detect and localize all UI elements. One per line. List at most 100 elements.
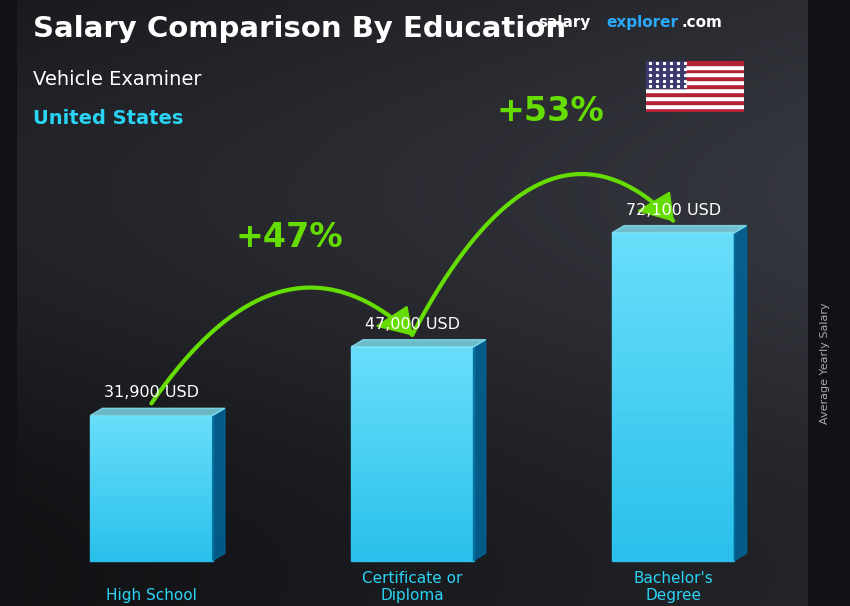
Polygon shape bbox=[90, 478, 212, 481]
Polygon shape bbox=[612, 225, 746, 233]
Polygon shape bbox=[612, 386, 734, 391]
Polygon shape bbox=[612, 271, 734, 276]
Polygon shape bbox=[612, 550, 734, 555]
Polygon shape bbox=[351, 443, 473, 447]
Polygon shape bbox=[351, 390, 473, 393]
Polygon shape bbox=[90, 457, 212, 459]
Polygon shape bbox=[351, 407, 473, 411]
Polygon shape bbox=[612, 265, 734, 271]
Polygon shape bbox=[90, 539, 212, 541]
Polygon shape bbox=[351, 482, 473, 486]
Polygon shape bbox=[90, 459, 212, 462]
Polygon shape bbox=[351, 433, 473, 436]
Polygon shape bbox=[90, 522, 212, 524]
Polygon shape bbox=[90, 450, 212, 452]
Text: Bachelor's
Degree: Bachelor's Degree bbox=[633, 571, 713, 603]
Polygon shape bbox=[612, 555, 734, 561]
Polygon shape bbox=[90, 512, 212, 514]
Polygon shape bbox=[612, 457, 734, 462]
Polygon shape bbox=[90, 544, 212, 546]
Polygon shape bbox=[612, 473, 734, 479]
Bar bbox=[646, 84, 744, 88]
Polygon shape bbox=[612, 233, 734, 238]
Text: 31,900 USD: 31,900 USD bbox=[104, 385, 199, 401]
Polygon shape bbox=[90, 507, 212, 510]
Polygon shape bbox=[90, 438, 212, 440]
Polygon shape bbox=[612, 391, 734, 397]
Polygon shape bbox=[351, 375, 473, 379]
Polygon shape bbox=[351, 361, 473, 365]
Polygon shape bbox=[612, 348, 734, 353]
Polygon shape bbox=[90, 445, 212, 447]
Polygon shape bbox=[351, 518, 473, 521]
Polygon shape bbox=[612, 276, 734, 282]
Polygon shape bbox=[612, 238, 734, 244]
Polygon shape bbox=[612, 446, 734, 451]
Polygon shape bbox=[351, 493, 473, 496]
Polygon shape bbox=[612, 282, 734, 287]
Bar bbox=[646, 73, 744, 76]
Polygon shape bbox=[90, 466, 212, 468]
Polygon shape bbox=[351, 411, 473, 415]
Text: 47,000 USD: 47,000 USD bbox=[365, 317, 460, 331]
Polygon shape bbox=[351, 379, 473, 382]
Polygon shape bbox=[612, 424, 734, 430]
Polygon shape bbox=[90, 483, 212, 485]
Text: Salary Comparison By Education: Salary Comparison By Education bbox=[33, 15, 566, 43]
Polygon shape bbox=[90, 488, 212, 490]
Polygon shape bbox=[90, 440, 212, 442]
Polygon shape bbox=[90, 408, 225, 416]
Polygon shape bbox=[612, 413, 734, 419]
Polygon shape bbox=[90, 514, 212, 517]
Polygon shape bbox=[90, 524, 212, 527]
Polygon shape bbox=[351, 547, 473, 550]
Bar bbox=[646, 68, 744, 73]
Polygon shape bbox=[351, 553, 473, 557]
Polygon shape bbox=[90, 548, 212, 551]
Polygon shape bbox=[612, 370, 734, 375]
Polygon shape bbox=[351, 461, 473, 464]
Polygon shape bbox=[612, 517, 734, 522]
Polygon shape bbox=[90, 462, 212, 464]
Text: High School: High School bbox=[106, 588, 197, 603]
Polygon shape bbox=[351, 358, 473, 361]
Polygon shape bbox=[612, 320, 734, 325]
Polygon shape bbox=[90, 421, 212, 423]
Polygon shape bbox=[612, 375, 734, 381]
Polygon shape bbox=[612, 539, 734, 544]
Polygon shape bbox=[351, 536, 473, 539]
Polygon shape bbox=[90, 505, 212, 507]
Bar bbox=[646, 104, 744, 108]
Polygon shape bbox=[351, 339, 485, 347]
Polygon shape bbox=[90, 452, 212, 454]
Polygon shape bbox=[90, 418, 212, 421]
Polygon shape bbox=[351, 496, 473, 500]
Polygon shape bbox=[351, 525, 473, 528]
Polygon shape bbox=[612, 479, 734, 484]
Polygon shape bbox=[90, 546, 212, 548]
Polygon shape bbox=[90, 498, 212, 500]
Polygon shape bbox=[473, 339, 485, 561]
Polygon shape bbox=[351, 350, 473, 354]
Polygon shape bbox=[90, 541, 212, 544]
Polygon shape bbox=[351, 447, 473, 450]
Polygon shape bbox=[351, 372, 473, 375]
Polygon shape bbox=[90, 471, 212, 473]
Polygon shape bbox=[612, 506, 734, 511]
Polygon shape bbox=[612, 336, 734, 342]
Polygon shape bbox=[638, 192, 673, 221]
Polygon shape bbox=[351, 464, 473, 468]
Polygon shape bbox=[90, 485, 212, 488]
Polygon shape bbox=[90, 476, 212, 478]
Polygon shape bbox=[351, 429, 473, 433]
Polygon shape bbox=[612, 544, 734, 550]
Polygon shape bbox=[612, 255, 734, 260]
Text: United States: United States bbox=[33, 109, 184, 128]
Polygon shape bbox=[90, 495, 212, 498]
Text: Certificate or
Diploma: Certificate or Diploma bbox=[362, 571, 462, 603]
Bar bbox=[646, 65, 744, 68]
Polygon shape bbox=[351, 475, 473, 479]
Polygon shape bbox=[351, 550, 473, 553]
Polygon shape bbox=[612, 244, 734, 249]
Polygon shape bbox=[351, 528, 473, 532]
